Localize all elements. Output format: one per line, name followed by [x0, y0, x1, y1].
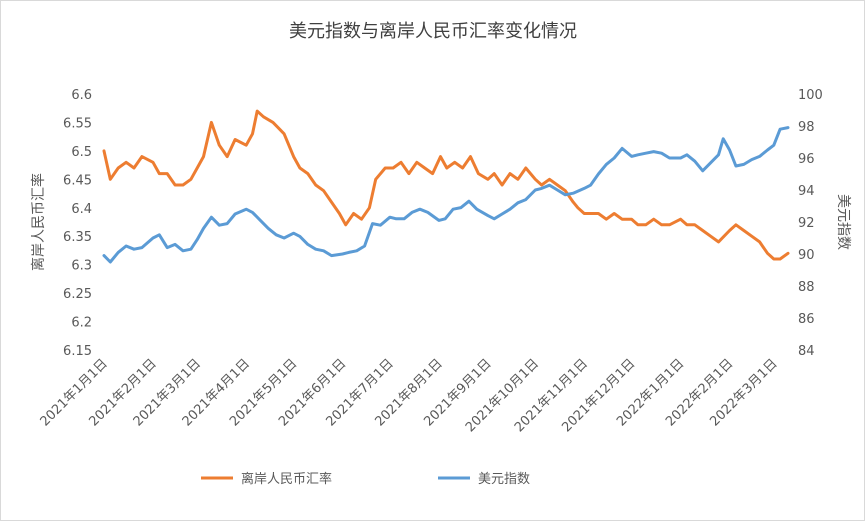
y-right-tick-label: 100	[798, 88, 823, 103]
y-left-tick-label: 6.35	[63, 230, 92, 245]
series-line-cny	[102, 109, 790, 261]
y-left-tick-label: 6.5	[71, 145, 92, 160]
y-left-axis-title: 离岸人民币汇率	[30, 173, 47, 271]
y-right-tick-label: 98	[798, 120, 815, 135]
legend: 离岸人民币汇率 美元指数	[201, 471, 530, 487]
y-right-tick-label: 92	[798, 216, 815, 231]
y-right-ticks: 84 86 88 90 92 94 96 98 100	[798, 88, 823, 359]
y-right-tick-label: 96	[798, 152, 815, 167]
y-left-tick-label: 6.4	[71, 202, 92, 217]
y-right-axis-title: 美元指数	[835, 194, 851, 250]
series-layer	[102, 109, 790, 264]
y-right-tick-label: 94	[798, 184, 815, 199]
y-left-tick-label: 6.6	[71, 88, 92, 103]
legend-label-dxy: 美元指数	[478, 472, 530, 487]
y-left-tick-label: 6.55	[63, 116, 92, 131]
y-left-tick-label: 6.3	[71, 259, 92, 274]
x-ticks: 2021年1月1日2021年2月1日2021年3月1日2021年4月1日2021…	[38, 356, 781, 435]
y-left-tick-label: 6.15	[63, 344, 92, 359]
y-left-ticks: 6.15 6.2 6.25 6.3 6.35 6.4 6.45 6.5 6.55 6.6	[63, 88, 92, 359]
y-right-tick-label: 88	[798, 280, 815, 295]
y-right-tick-label: 86	[798, 312, 815, 327]
legend-label-cny: 离岸人民币汇率	[241, 471, 332, 487]
y-left-tick-label: 6.25	[63, 287, 92, 302]
y-left-tick-label: 6.45	[63, 173, 92, 188]
y-left-tick-label: 6.2	[71, 316, 92, 331]
chart-title: 美元指数与离岸人民币汇率变化情况	[289, 21, 577, 42]
series-line-dxy	[102, 126, 790, 264]
y-right-tick-label: 84	[798, 344, 815, 359]
y-right-tick-label: 90	[798, 248, 815, 263]
